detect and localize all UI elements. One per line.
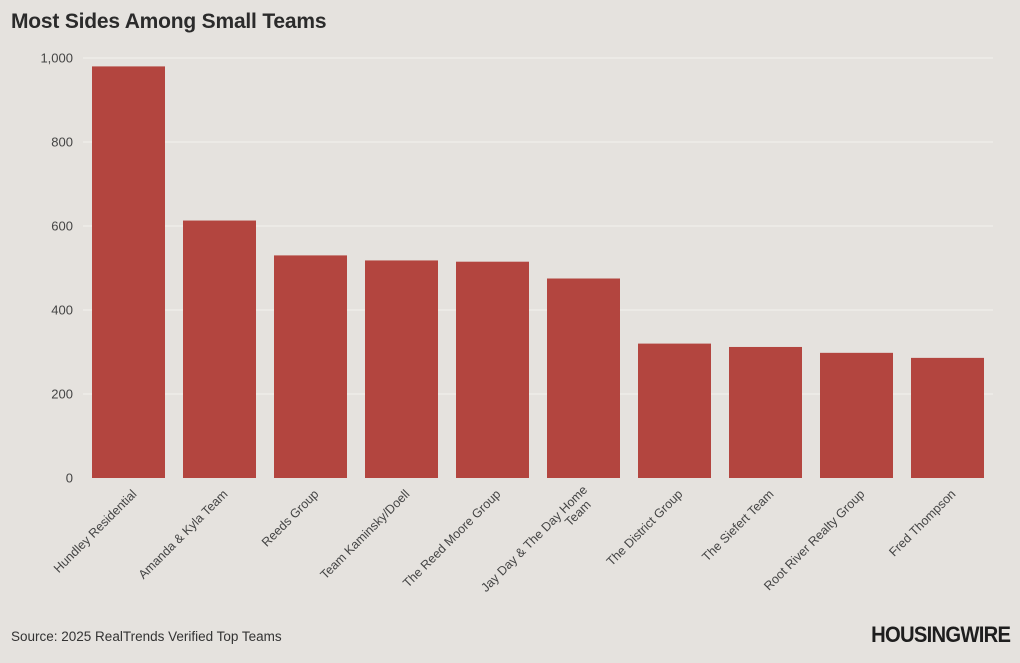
x-tick-label: The District Group xyxy=(604,487,686,569)
bar xyxy=(183,220,256,479)
x-tick-label: The Siefert Team xyxy=(699,487,776,564)
y-tick-label: 1,000 xyxy=(40,51,73,66)
bars xyxy=(92,66,984,479)
bar xyxy=(638,343,711,478)
x-tick-label: Root River Realty Group xyxy=(761,487,867,593)
bar xyxy=(911,357,984,478)
bar xyxy=(274,255,347,478)
x-tick-label: Fred Thompson xyxy=(886,487,958,559)
x-tick-label: Amanda & Kyla Team xyxy=(136,487,231,582)
x-tick-label: Hundley Residential xyxy=(51,487,140,576)
y-tick-label: 200 xyxy=(51,387,73,402)
y-tick-label: 0 xyxy=(66,471,73,486)
y-axis-ticks: 0 200 400 600 800 1,000 xyxy=(40,51,73,486)
bar xyxy=(456,261,529,478)
x-tick-label: Team Kaminsky/Doell xyxy=(318,487,413,582)
bar xyxy=(365,260,438,478)
y-tick-label: 400 xyxy=(51,303,73,318)
bar xyxy=(729,346,802,478)
bar xyxy=(92,66,165,479)
chart-title: Most Sides Among Small Teams xyxy=(11,10,327,33)
bar xyxy=(547,278,620,478)
y-tick-label: 800 xyxy=(51,135,73,150)
x-tick-label: Reeds Group xyxy=(259,487,322,550)
bar xyxy=(820,352,893,478)
source-note: Source: 2025 RealTrends Verified Top Tea… xyxy=(11,629,282,644)
y-tick-label: 600 xyxy=(51,219,73,234)
housingwire-logo: HOUSINGWIRE xyxy=(870,622,1011,647)
